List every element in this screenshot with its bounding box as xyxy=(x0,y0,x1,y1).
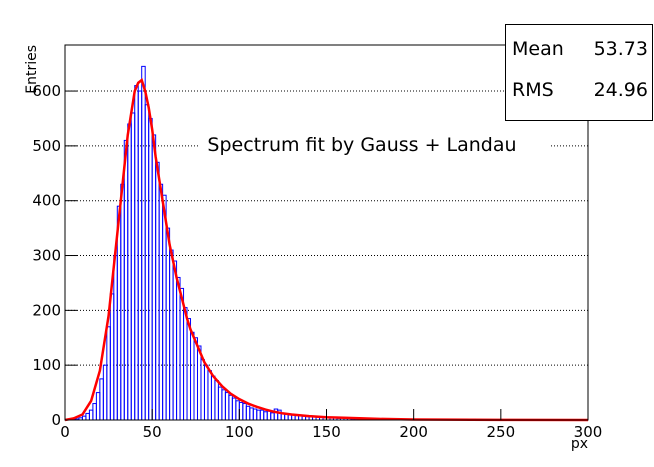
y-axis-label: Entries xyxy=(24,45,40,94)
x-tick-label: 100 xyxy=(225,423,254,441)
stats-name: Mean xyxy=(512,38,564,60)
y-tick-label: 500 xyxy=(32,137,61,155)
title-box xyxy=(200,128,550,162)
y-tick-label: 300 xyxy=(32,247,61,265)
chart-title: Spectrum fit by Gauss + Landau xyxy=(207,134,516,156)
y-tick-label: 200 xyxy=(32,301,61,319)
y-tick-label: 0 xyxy=(51,411,61,429)
x-tick-label: 150 xyxy=(312,423,341,441)
fit-curve xyxy=(64,77,589,422)
y-tick-label: 100 xyxy=(32,356,61,374)
x-axis-label: px xyxy=(571,436,588,452)
x-tick-label: 0 xyxy=(60,423,70,441)
x-tick-label: 250 xyxy=(487,423,516,441)
x-tick-label: 50 xyxy=(143,423,162,441)
stats-name: RMS xyxy=(512,79,554,101)
stats-value: 24.96 xyxy=(594,79,648,101)
y-tick-label: 600 xyxy=(32,82,61,100)
y-tick-label: 400 xyxy=(32,192,61,210)
stats-value: 53.73 xyxy=(594,38,648,60)
stats-box xyxy=(505,24,653,121)
x-tick-label: 200 xyxy=(399,423,428,441)
x-tick-label: 300 xyxy=(574,423,603,441)
